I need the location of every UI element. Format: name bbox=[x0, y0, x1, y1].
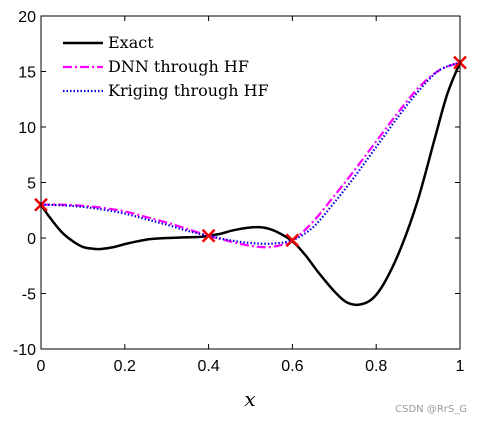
y-tick-label: 15 bbox=[18, 65, 36, 82]
legend: Exact DNN through HF Kriging through HF bbox=[63, 33, 269, 100]
legend-item: Exact bbox=[63, 33, 154, 52]
series-line-3 bbox=[40, 61, 461, 245]
y-tick-label: 5 bbox=[27, 176, 36, 193]
x-axis-title: x bbox=[244, 387, 255, 411]
y-tick-label: 20 bbox=[18, 9, 36, 26]
y-tick-label: -5 bbox=[22, 287, 36, 304]
legend-label: DNN through HF bbox=[108, 57, 249, 76]
legend-item: DNN through HF bbox=[63, 57, 249, 76]
y-tick-label: -10 bbox=[13, 342, 36, 359]
series-line-2 bbox=[40, 61, 461, 249]
x-tick-label: 0.8 bbox=[365, 358, 387, 375]
x-tick-label: 1 bbox=[456, 358, 465, 375]
x-tick-label: 0.6 bbox=[281, 358, 303, 375]
x-tick-label: 0.4 bbox=[197, 358, 219, 375]
legend-item: Kriging through HF bbox=[63, 81, 269, 100]
x-tick-label: 0 bbox=[37, 358, 46, 375]
legend-label: Exact bbox=[108, 33, 154, 52]
x-tick-label: 0.2 bbox=[114, 358, 136, 375]
series-line-1 bbox=[39, 62, 462, 307]
y-tick-label: 10 bbox=[18, 120, 36, 137]
plot-area bbox=[41, 16, 460, 349]
hf-marker bbox=[201, 228, 216, 243]
y-axis-ticks: -10 -5 0 5 10 15 20 bbox=[13, 9, 460, 359]
hf-marker bbox=[285, 233, 300, 248]
watermark: CSDN @RrS_G bbox=[395, 404, 467, 415]
series-layer bbox=[39, 61, 462, 307]
x-axis-ticks: 0 0.2 0.4 0.6 0.8 1 bbox=[37, 16, 465, 375]
legend-label: Kriging through HF bbox=[108, 81, 269, 100]
y-tick-label: 0 bbox=[27, 231, 36, 248]
